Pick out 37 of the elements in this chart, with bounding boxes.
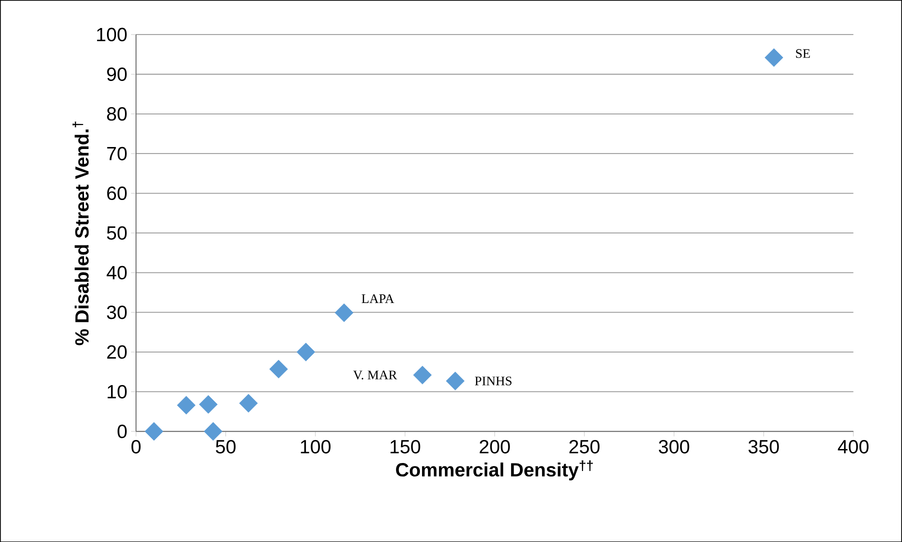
y-tick-label: 70 — [107, 146, 127, 160]
point — [144, 422, 164, 441]
point — [176, 396, 196, 414]
x-tick-label: 100 — [300, 440, 331, 454]
y-tick-label: 90 — [107, 67, 127, 81]
y-tick-label: 20 — [107, 345, 127, 359]
y-tick-label: 10 — [108, 384, 127, 398]
x-axis-title: Commercial Density$^{††}$ — [396, 460, 593, 480]
x-tick-label: 300 — [658, 440, 690, 454]
point — [296, 342, 316, 362]
annotation: SE — [796, 49, 810, 58]
y-tick-label: 100 — [97, 28, 127, 42]
y-tick-label: 80 — [107, 107, 127, 121]
y-tick-label: 50 — [106, 226, 127, 240]
point — [239, 394, 258, 412]
x-tick-label: 0 — [131, 440, 141, 454]
point — [413, 366, 432, 384]
annotation: V. MAR — [353, 370, 398, 380]
y-tick-label: 0 — [118, 424, 127, 438]
point — [764, 48, 784, 67]
point — [199, 394, 218, 414]
y-tick-label: 60 — [107, 186, 127, 200]
annotation: LAPA — [362, 294, 394, 303]
point — [269, 360, 288, 378]
x-tick-label: 200 — [480, 440, 510, 454]
x-tick-label: 350 — [748, 440, 779, 454]
y-tick-label: 30 — [106, 305, 127, 319]
y-tick-label: 40 — [106, 266, 127, 280]
x-tick-label: 400 — [838, 440, 869, 454]
y-axis-title: % Disabled Street Vend.$^{†}$ — [72, 122, 89, 346]
point — [334, 303, 354, 322]
x-tick-label: 150 — [390, 440, 420, 454]
point — [204, 422, 222, 441]
point — [446, 372, 465, 390]
annotation: PINHS — [474, 376, 512, 386]
x-tick-label: 50 — [216, 440, 236, 454]
x-tick-label: 250 — [569, 440, 600, 454]
